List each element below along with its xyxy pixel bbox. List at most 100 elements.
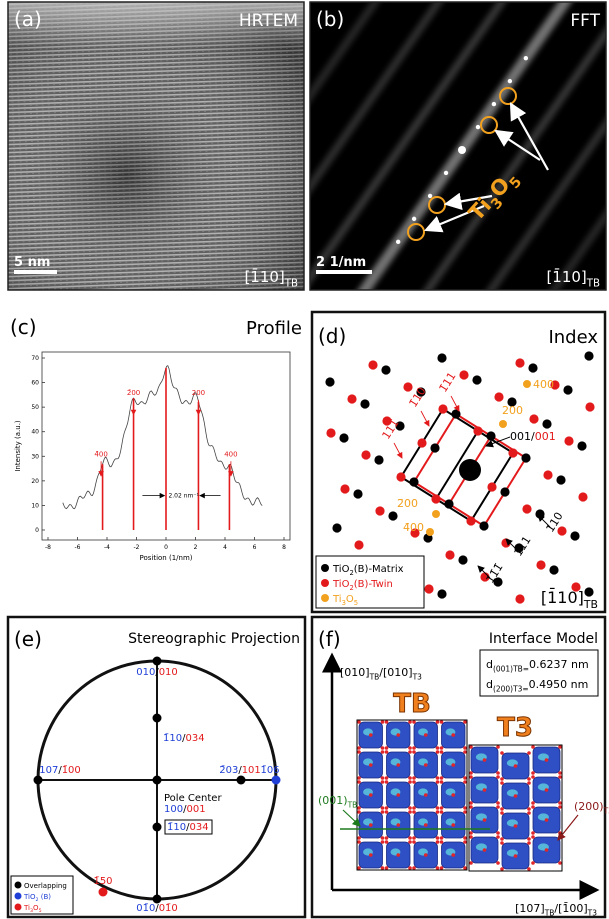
plane-label-part: T3 — [603, 806, 609, 815]
matrix-spot — [479, 521, 488, 530]
oxygen-atom — [469, 775, 473, 779]
oxygen-atom — [385, 750, 389, 754]
pole-label-part: 1̄00 — [62, 765, 81, 776]
panel-label: (f) — [318, 627, 341, 651]
axis-label-part: TB — [369, 672, 380, 681]
twin-spot — [431, 494, 440, 503]
legend-swatch — [15, 904, 22, 911]
oxygen-atom — [469, 745, 473, 749]
index-arrow — [451, 396, 459, 411]
oxygen-atom — [424, 853, 428, 857]
twin-spot — [578, 492, 587, 501]
oxygen-atom — [558, 775, 562, 779]
oxygen-atom — [500, 777, 504, 781]
oxygen-atom — [396, 733, 400, 737]
oxygen-atom — [531, 861, 535, 865]
oxygen-atom — [531, 835, 535, 839]
oxygen-atom — [483, 848, 487, 852]
zone-axis-part: [1̄10] — [244, 267, 284, 286]
matrix-spot — [437, 589, 446, 598]
oxygen-atom — [531, 745, 535, 749]
oxygen-atom — [469, 861, 473, 865]
pole-ti3o5 — [99, 888, 108, 897]
legend-label-part: (B)-Twin — [354, 579, 393, 590]
matrix-spot — [584, 351, 593, 360]
profile-curve — [63, 366, 262, 509]
index-label: 400 — [533, 378, 554, 391]
panel-label: (a) — [14, 7, 42, 31]
x-tick-label: -4 — [104, 544, 110, 551]
zone-axis-part: [1̄10] — [541, 588, 584, 607]
oxygen-atom — [412, 776, 416, 780]
x-tick-label: -6 — [75, 544, 81, 551]
oxygen-atom — [469, 801, 473, 805]
pole-label-part: 107 — [39, 765, 58, 776]
oxygen-atom — [558, 745, 562, 749]
x-tick-label: 0 — [164, 544, 168, 551]
index-label: 001/001 — [510, 430, 556, 443]
matrix-spot — [339, 433, 348, 442]
oxygen-atom — [381, 776, 385, 780]
oxygen-atom — [436, 810, 440, 814]
twin-spot — [529, 414, 538, 423]
zone-axis-part: TB — [583, 598, 598, 611]
zone-axis-part: TB — [284, 279, 298, 290]
matrix-spot — [486, 431, 495, 440]
oxygen-atom — [408, 810, 412, 814]
axis-label-part: [010] — [340, 666, 370, 679]
twin-spot — [536, 560, 545, 569]
oxygen-atom — [558, 801, 562, 805]
oxygen-atom — [369, 733, 373, 737]
oxygen-atom — [500, 841, 504, 845]
twin-spot — [466, 516, 475, 525]
panel-title: Interface Model — [489, 631, 598, 647]
x-tick-label: -2 — [134, 544, 140, 551]
oxygen-atom — [385, 780, 389, 784]
oxygen-atom — [527, 781, 531, 785]
panel-title: FFT — [570, 11, 600, 31]
oxygen-atom — [527, 811, 531, 815]
matrix-spot — [472, 375, 481, 384]
oxygen-atom — [500, 807, 504, 811]
oxygen-atom — [412, 780, 416, 784]
panel-label: (c) — [10, 315, 37, 339]
matrix-spot — [528, 363, 537, 372]
spacing-label-part: d — [486, 678, 493, 691]
twin-spot — [564, 436, 573, 445]
legend-label-part: Overlapping — [24, 882, 67, 890]
index-label: 1̄11 — [437, 370, 459, 395]
fft-spot — [508, 79, 512, 83]
plane-label: (001)TB — [318, 794, 357, 809]
axis-label-part: T3 — [587, 908, 598, 917]
legend-label-part: TiO — [23, 893, 36, 901]
zone-axis-part: TB — [586, 279, 600, 290]
matrix-spot — [444, 499, 453, 508]
matrix-spot — [556, 475, 565, 484]
oxygen-atom — [496, 835, 500, 839]
oxygen-atom — [408, 746, 412, 750]
oxygen-atom — [412, 806, 416, 810]
oxygen-atom — [440, 750, 444, 754]
oxygen-atom — [408, 720, 412, 724]
oxygen-atom — [408, 840, 412, 844]
oxygen-atom — [424, 793, 428, 797]
oxygen-atom — [381, 836, 385, 840]
panel-title: HRTEM — [239, 11, 298, 31]
twin-spot — [515, 594, 524, 603]
twin-spot — [445, 550, 454, 559]
oxygen-atom — [496, 861, 500, 865]
oxygen-atom — [545, 758, 549, 762]
oxygen-atom — [463, 866, 467, 870]
oxygen-atom — [385, 836, 389, 840]
legend-label: Overlapping — [24, 882, 67, 890]
fft-spot — [492, 102, 496, 106]
matrix-spot — [332, 523, 341, 532]
oxygen-atom — [527, 807, 531, 811]
index-arrow — [421, 411, 429, 426]
oxygen-atom — [369, 763, 373, 767]
oxygen-atom — [412, 836, 416, 840]
oxygen-atom — [385, 776, 389, 780]
legend-label-part: (B) — [39, 893, 52, 901]
panel-title: Index — [548, 327, 598, 348]
index-label: 111 — [512, 534, 534, 559]
